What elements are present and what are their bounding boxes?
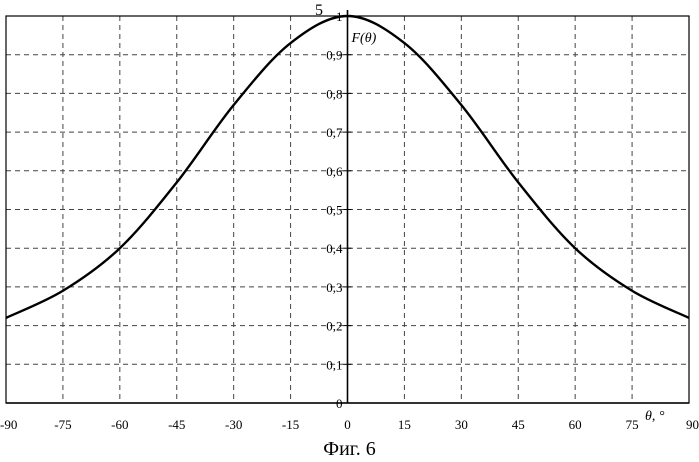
y-tick-label-4: 0,4 <box>326 241 343 256</box>
x-tick-label-1: -75 <box>54 417 71 432</box>
y-tick-label-7: 0,7 <box>326 125 343 140</box>
x-tick-label-9: 45 <box>512 417 525 432</box>
y-tick-label-6: 0,6 <box>326 164 343 179</box>
x-axis-label: θ, ° <box>645 409 665 424</box>
x-tick-label-2: -60 <box>111 417 128 432</box>
y-tick-label-8: 0,8 <box>326 86 342 101</box>
x-tick-label-8: 30 <box>455 417 468 432</box>
x-tick-label-0: -90 <box>0 417 17 432</box>
x-tick-label-5: -15 <box>282 417 299 432</box>
x-tick-label-10: 60 <box>569 417 582 432</box>
y-axis-label: F(θ) <box>351 31 377 46</box>
x-tick-label-11: 75 <box>626 417 639 432</box>
x-tick-label-7: 15 <box>398 417 411 432</box>
x-tick-label-6: 0 <box>344 417 351 432</box>
x-tick-label-4: -30 <box>225 417 242 432</box>
y-tick-label-3: 0,3 <box>326 280 342 295</box>
y-tick-label-9: 0,9 <box>326 48 342 63</box>
figure-caption: Фиг. 6 <box>0 438 699 461</box>
y-tick-label-1: 0,1 <box>326 357 342 372</box>
x-tick-label-12: 90 <box>686 417 699 432</box>
y-tick-label-5: 0,5 <box>326 203 342 218</box>
y-tick-label-0: 0 <box>336 396 343 411</box>
curve-reference-label: 5 <box>315 2 323 19</box>
y-tick-label-2: 0,2 <box>326 319 342 334</box>
x-tick-label-3: -45 <box>168 417 185 432</box>
